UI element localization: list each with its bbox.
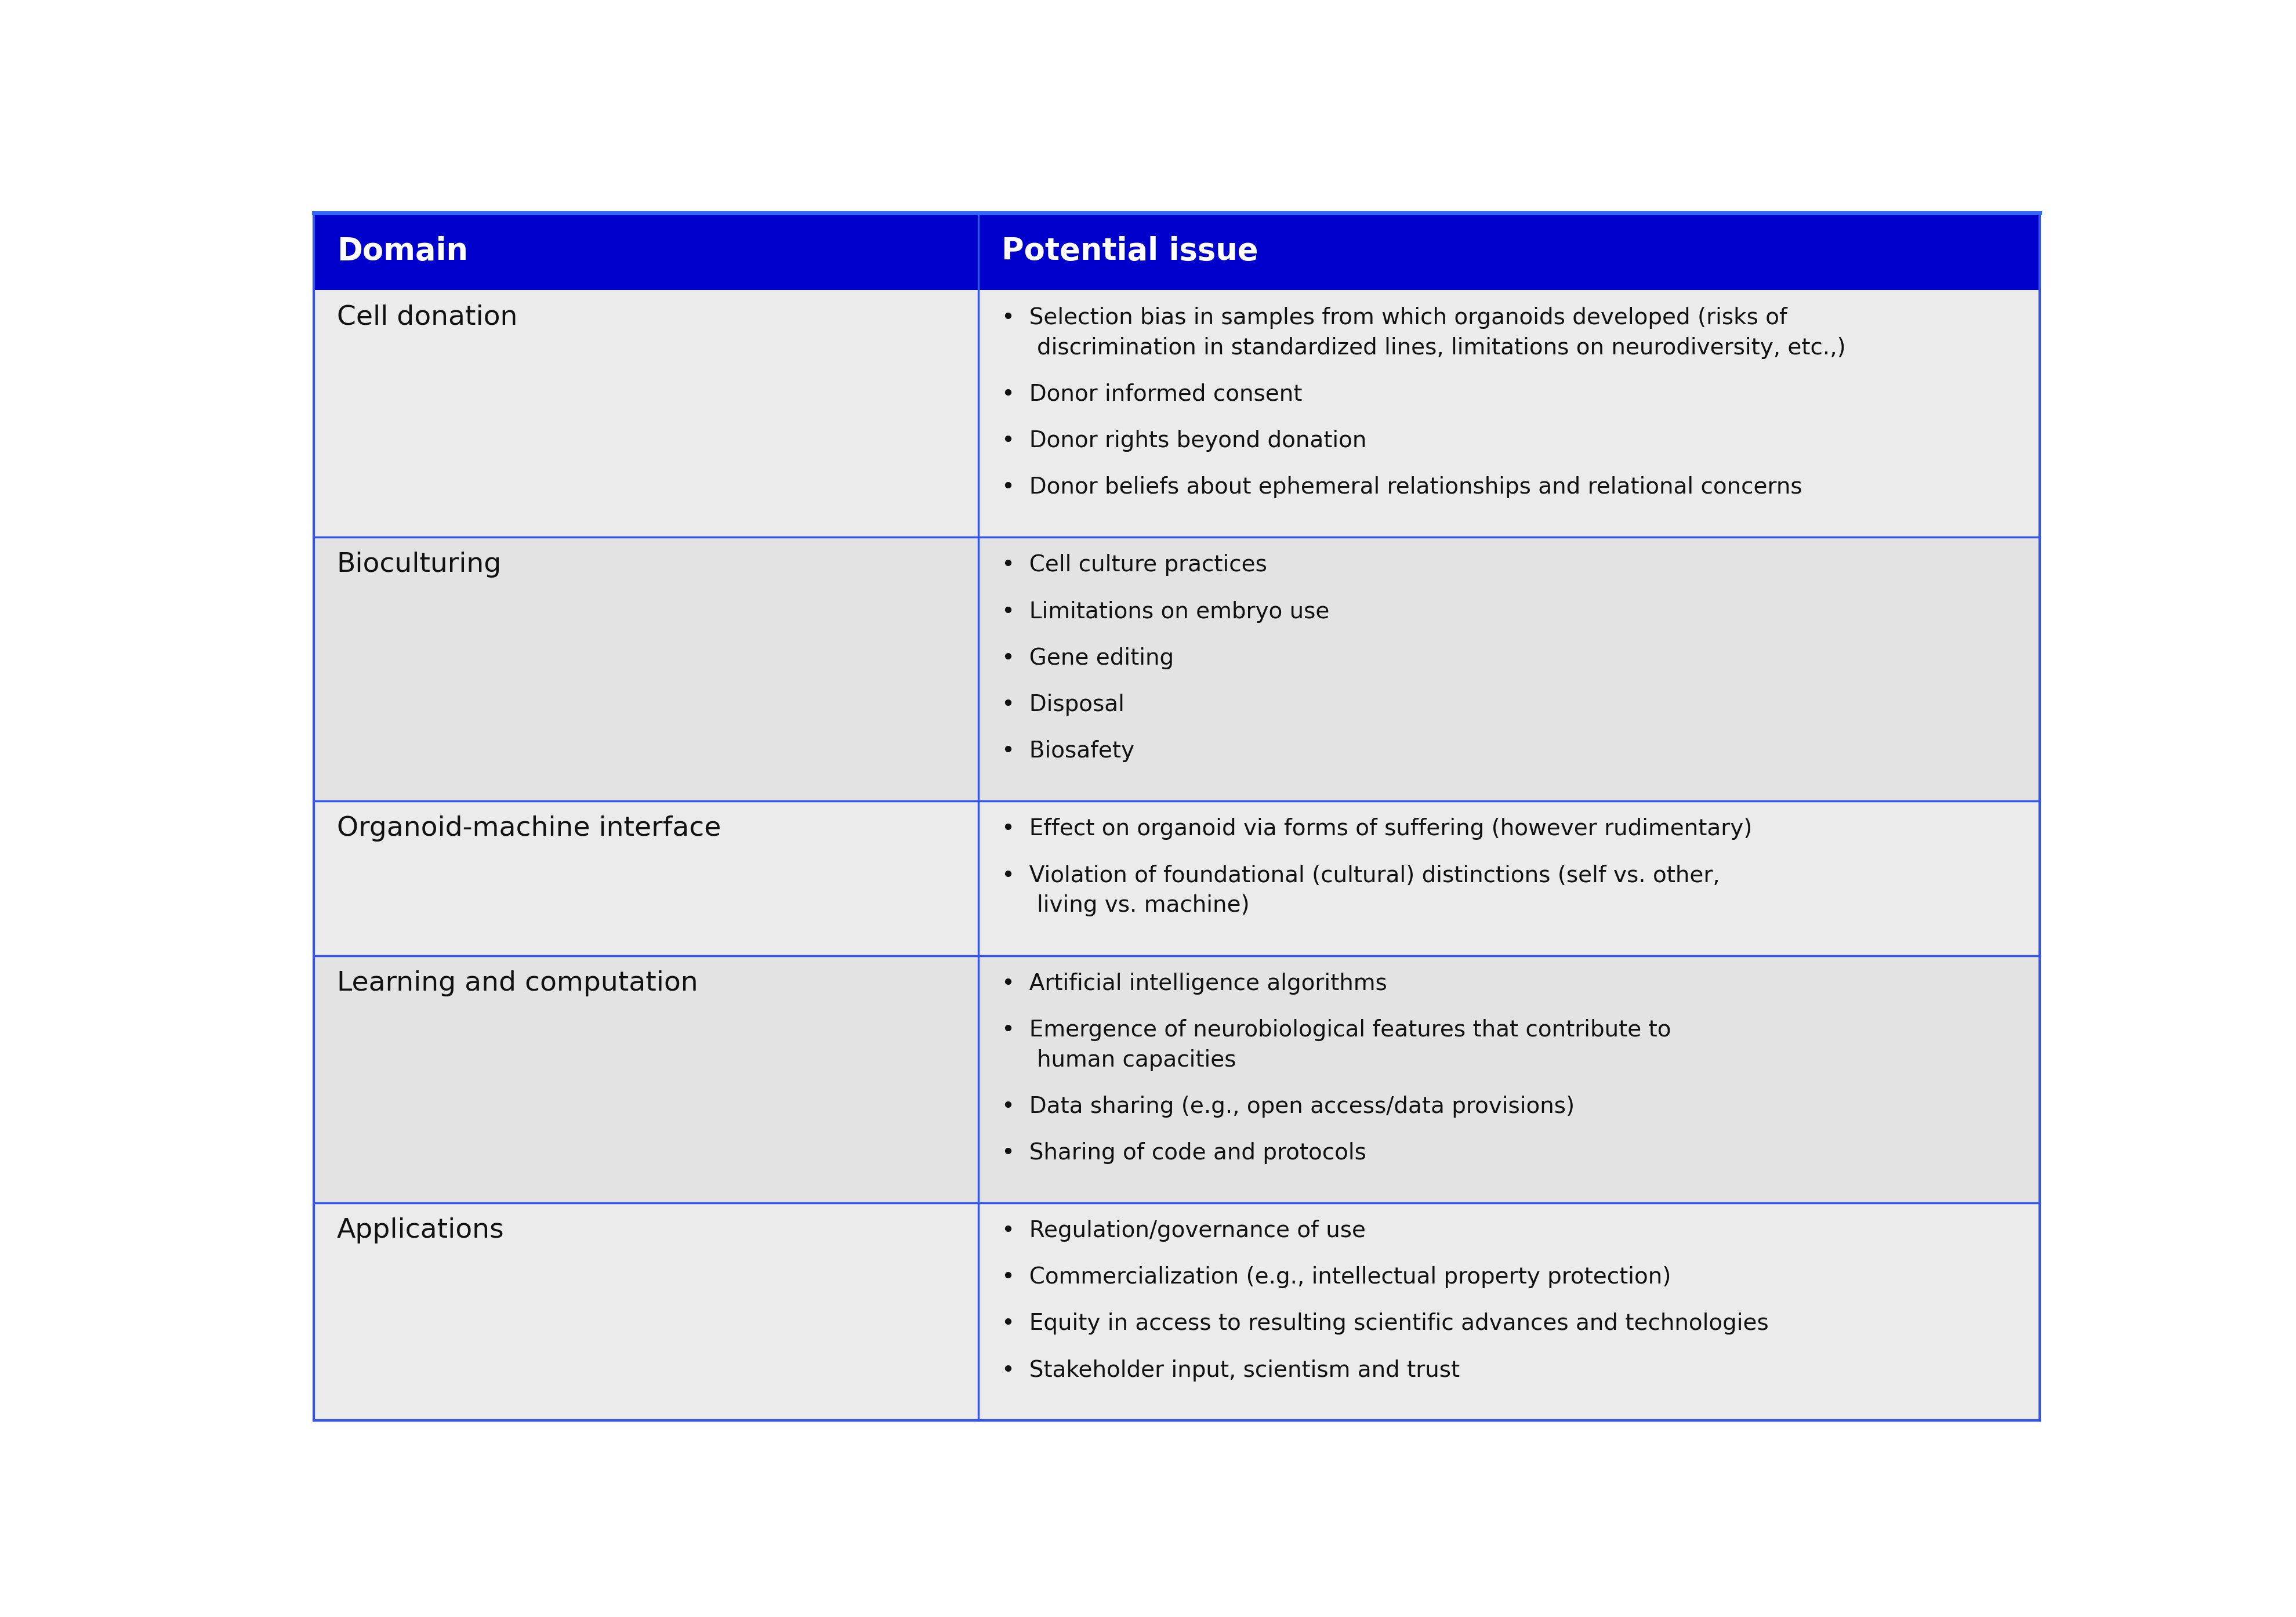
Bar xyxy=(978,537,2039,800)
Text: •  Cell culture practices: • Cell culture practices xyxy=(1001,555,1267,576)
Text: •  Artificial intelligence algorithms: • Artificial intelligence algorithms xyxy=(1001,972,1387,994)
Text: •  Donor informed consent: • Donor informed consent xyxy=(1001,383,1302,406)
Bar xyxy=(978,289,2039,537)
Text: discrimination in standardized lines, limitations on neurodiversity, etc.,): discrimination in standardized lines, li… xyxy=(1038,336,1846,359)
Text: •  Commercialization (e.g., intellectual property protection): • Commercialization (e.g., intellectual … xyxy=(1001,1266,1671,1289)
Bar xyxy=(315,956,978,1203)
Text: •  Donor beliefs about ephemeral relationships and relational concerns: • Donor beliefs about ephemeral relation… xyxy=(1001,475,1802,498)
Bar xyxy=(978,1203,2039,1420)
Text: •  Selection bias in samples from which organoids developed (risks of: • Selection bias in samples from which o… xyxy=(1001,307,1786,328)
Text: Applications: Applications xyxy=(338,1218,505,1243)
Text: •  Sharing of code and protocols: • Sharing of code and protocols xyxy=(1001,1142,1366,1164)
Text: •  Equity in access to resulting scientific advances and technologies: • Equity in access to resulting scientif… xyxy=(1001,1313,1768,1336)
Text: •  Violation of foundational (cultural) distinctions (self vs. other,: • Violation of foundational (cultural) d… xyxy=(1001,865,1720,886)
Bar xyxy=(315,213,2039,289)
Bar xyxy=(978,956,2039,1203)
Text: •  Regulation/governance of use: • Regulation/governance of use xyxy=(1001,1219,1366,1242)
Text: •  Biosafety: • Biosafety xyxy=(1001,741,1134,762)
Text: •  Emergence of neurobiological features that contribute to: • Emergence of neurobiological features … xyxy=(1001,1019,1671,1041)
Text: Domain: Domain xyxy=(338,236,468,267)
Bar xyxy=(315,289,978,537)
Text: Cell donation: Cell donation xyxy=(338,304,517,330)
Text: Potential issue: Potential issue xyxy=(1001,236,1258,267)
Text: •  Effect on organoid via forms of suffering (however rudimentary): • Effect on organoid via forms of suffer… xyxy=(1001,818,1752,841)
Text: Organoid-machine interface: Organoid-machine interface xyxy=(338,815,721,842)
Bar xyxy=(315,1203,978,1420)
Text: living vs. machine): living vs. machine) xyxy=(1038,894,1249,917)
Bar xyxy=(978,800,2039,956)
Bar xyxy=(315,537,978,800)
Text: human capacities: human capacities xyxy=(1038,1049,1235,1070)
Text: •  Disposal: • Disposal xyxy=(1001,694,1125,716)
Text: •  Gene editing: • Gene editing xyxy=(1001,647,1173,669)
Text: •  Data sharing (e.g., open access/data provisions): • Data sharing (e.g., open access/data p… xyxy=(1001,1095,1575,1117)
Text: •  Stakeholder input, scientism and trust: • Stakeholder input, scientism and trust xyxy=(1001,1360,1460,1381)
Bar xyxy=(315,800,978,956)
Text: Bioculturing: Bioculturing xyxy=(338,551,501,577)
Text: Learning and computation: Learning and computation xyxy=(338,970,698,996)
Text: •  Donor rights beyond donation: • Donor rights beyond donation xyxy=(1001,430,1366,451)
Text: •  Limitations on embryo use: • Limitations on embryo use xyxy=(1001,600,1329,623)
